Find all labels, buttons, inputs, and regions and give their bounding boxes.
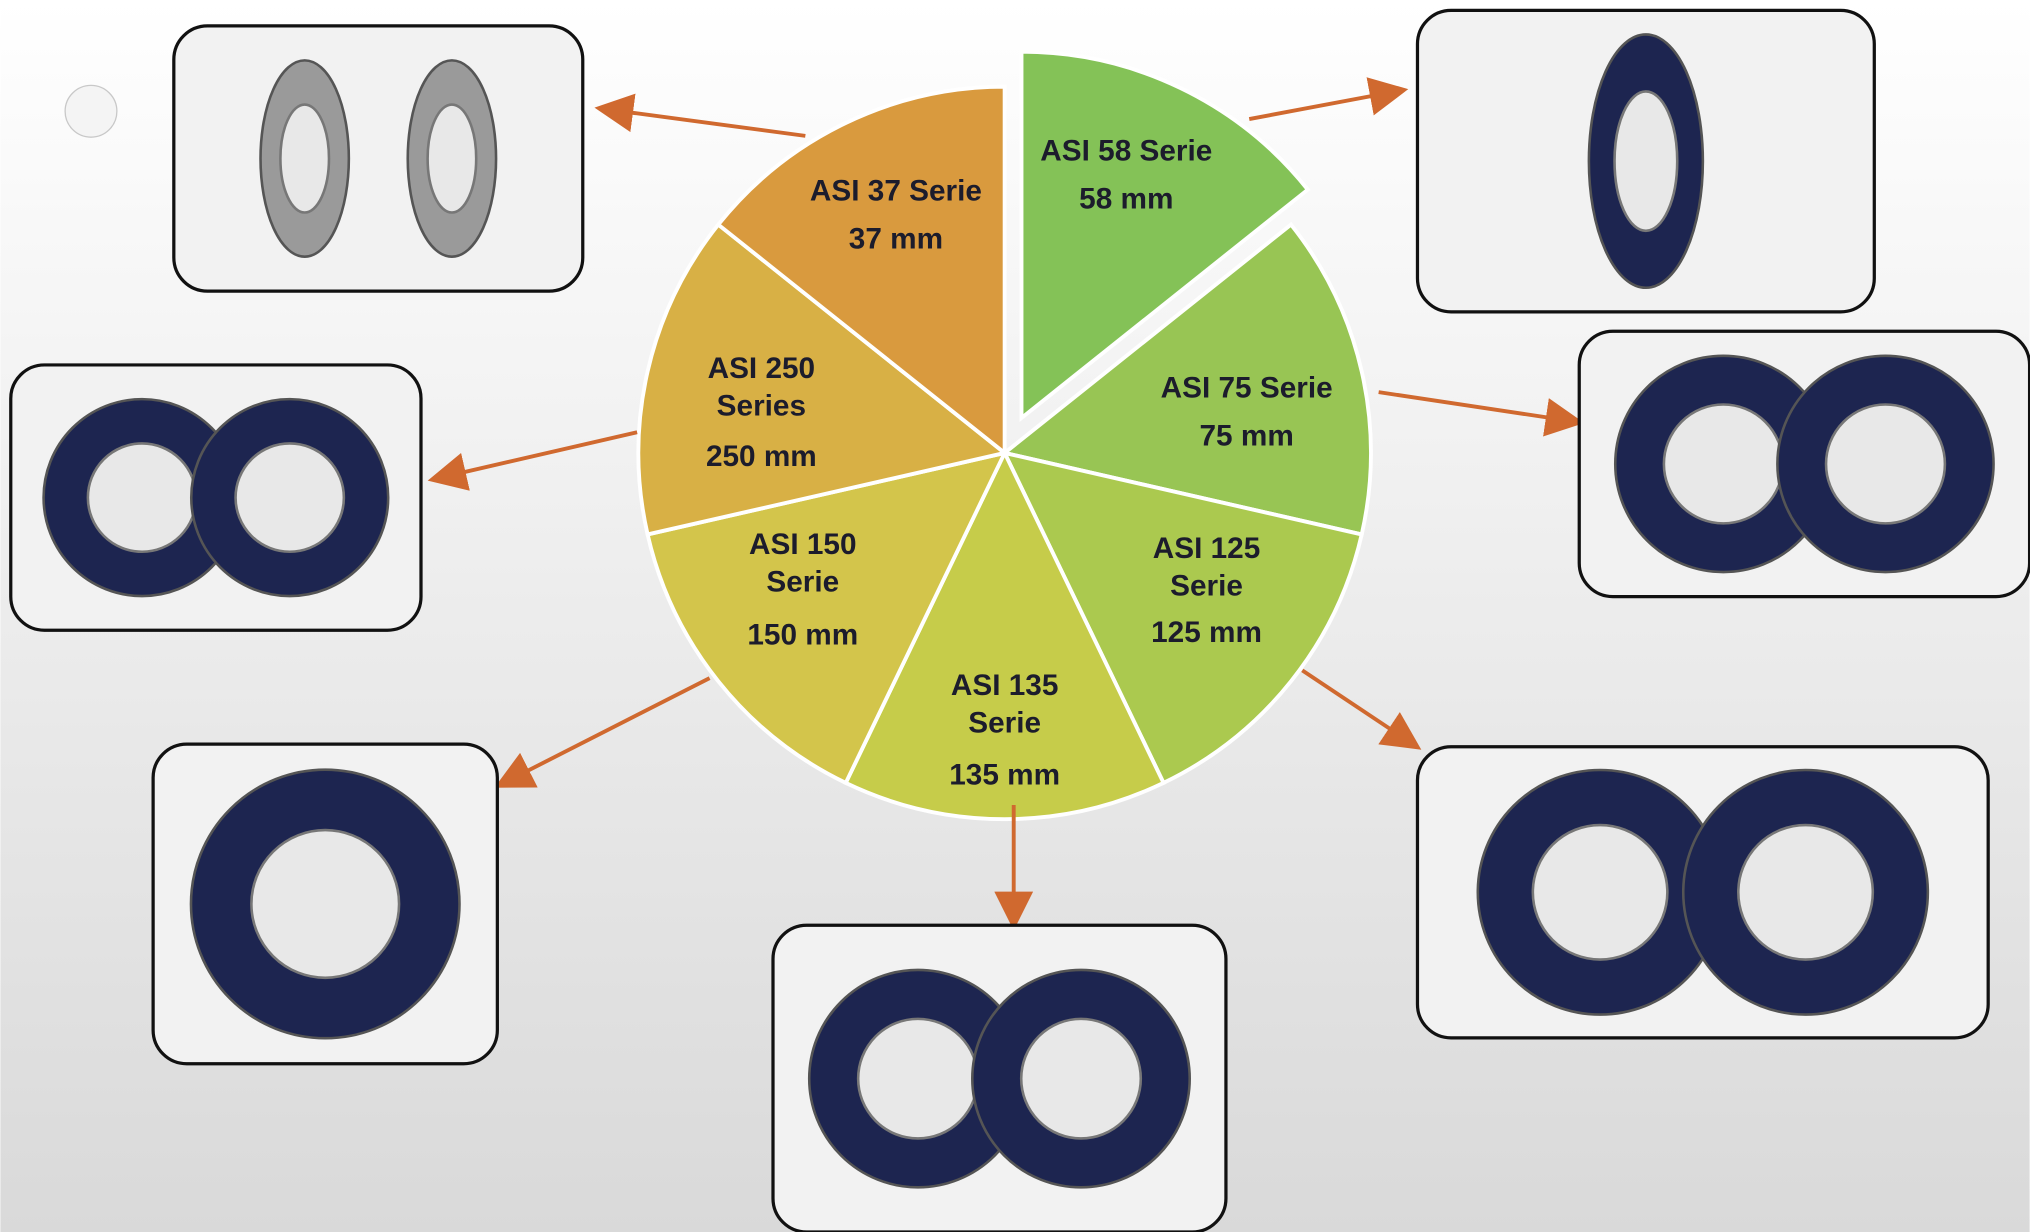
pie-slice bbox=[1019, 49, 1311, 422]
pie-slice bbox=[715, 84, 1007, 457]
slice-label: ASI 58 Serie bbox=[1040, 135, 1212, 168]
product-bore bbox=[86, 442, 198, 554]
arrow bbox=[1301, 668, 1422, 750]
pie-slice bbox=[645, 450, 1009, 786]
slice-size: 250 mm bbox=[706, 440, 817, 473]
slice-label: Series bbox=[717, 390, 806, 423]
product-bore bbox=[426, 103, 478, 214]
slice-label: Serie bbox=[968, 707, 1041, 740]
slice-size: 75 mm bbox=[1200, 419, 1294, 452]
pie-slice bbox=[1000, 221, 1373, 537]
product-panel bbox=[172, 24, 585, 293]
product-bore bbox=[1736, 823, 1875, 961]
slice-size: 150 mm bbox=[747, 619, 858, 652]
product-bore bbox=[234, 442, 346, 554]
arrow bbox=[427, 430, 638, 491]
slice-label: ASI 37 Serie bbox=[810, 175, 982, 208]
pie: ASI 58 Serie 58 mm ASI 75 Serie 75 mm ASI 12… bbox=[636, 49, 1373, 822]
slice-label: ASI 135 bbox=[951, 669, 1059, 702]
pie-slice bbox=[636, 221, 1010, 537]
slice-label: ASI 250 bbox=[708, 352, 816, 385]
product-bore bbox=[1019, 1017, 1143, 1140]
arrow bbox=[1248, 77, 1409, 121]
pie-slice bbox=[1001, 450, 1365, 786]
product-panels bbox=[9, 8, 2030, 1232]
slice-label: Serie bbox=[1170, 569, 1243, 602]
slice-size: 37 mm bbox=[849, 223, 943, 256]
slice-label: ASI 75 Serie bbox=[1161, 371, 1333, 404]
pie-slice bbox=[843, 448, 1167, 822]
arrow bbox=[594, 93, 806, 138]
arrow bbox=[1378, 390, 1585, 437]
slice-size: 125 mm bbox=[1151, 616, 1262, 649]
product-bore bbox=[250, 828, 401, 980]
arrow bbox=[494, 676, 711, 788]
slice-label: ASI 150 bbox=[749, 528, 857, 561]
product-bore bbox=[1662, 403, 1785, 525]
slice-label: ASI 125 bbox=[1153, 532, 1261, 565]
product-bore bbox=[1824, 403, 1947, 525]
product-bore bbox=[1531, 823, 1669, 961]
slice-size: 58 mm bbox=[1079, 182, 1173, 215]
slice-label: Serie bbox=[766, 566, 839, 599]
product-bore bbox=[1613, 90, 1679, 233]
product-bore bbox=[856, 1017, 980, 1140]
product-bore bbox=[279, 103, 331, 214]
slice-size: 135 mm bbox=[949, 758, 1060, 791]
droplet bbox=[64, 84, 118, 138]
